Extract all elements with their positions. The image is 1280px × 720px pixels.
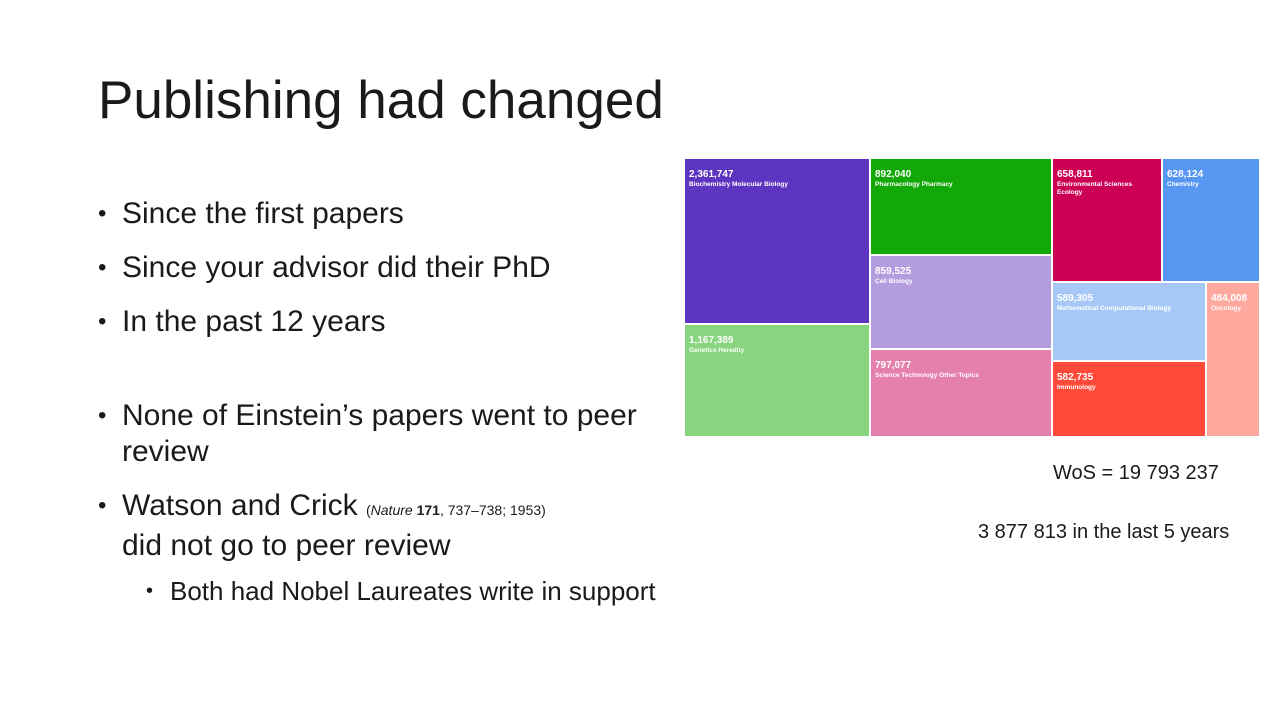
- cell-value: 582,735: [1057, 372, 1094, 383]
- cell-label: Pharmacology Pharmacy: [875, 181, 953, 188]
- treemap-cell-cell-biology: 859,525 Cell Biology: [870, 255, 1052, 349]
- wos-total: WoS = 19 793 237: [1053, 462, 1219, 484]
- cell-label: Immunology: [1057, 384, 1096, 391]
- bullet-advisor: Since your advisor did their PhD: [98, 250, 658, 286]
- bullet-first-papers: Since the first papers: [98, 196, 658, 232]
- treemap-chart: 2,361,747 Biochemistry Molecular Biology…: [684, 158, 1260, 437]
- citation-volume: 171: [416, 502, 440, 518]
- treemap-cell-biochemistry: 2,361,747 Biochemistry Molecular Biology: [684, 158, 870, 324]
- cell-value: 628,124: [1167, 169, 1204, 180]
- treemap-cell-immunology: 582,735 Immunology: [1052, 361, 1206, 437]
- treemap-cell-oncology: 484,008 Oncology: [1206, 282, 1260, 437]
- treemap-cell-genetics: 1,167,389 Genetics Heredity: [684, 324, 870, 437]
- cell-value: 1,167,389: [689, 335, 734, 346]
- cell-value: 484,008: [1211, 293, 1248, 304]
- cell-label: Cell Biology: [875, 278, 913, 285]
- cell-value: 2,361,747: [689, 169, 734, 180]
- watson-tail: did not go to peer review: [122, 529, 451, 562]
- citation: (Nature 171, 737–738; 1953): [365, 502, 546, 518]
- cell-label: Mathematical Computational Biology: [1057, 305, 1172, 312]
- treemap-cell-pharmacology: 892,040 Pharmacology Pharmacy: [870, 158, 1052, 255]
- cell-label: Environmental Sciences Ecology: [1057, 181, 1133, 196]
- treemap-cell-environmental: 658,811 Environmental Sciences Ecology: [1052, 158, 1162, 282]
- cell-label: Oncology: [1211, 305, 1241, 312]
- bullet-watson-crick: Watson and Crick (Nature 171, 737–738; 1…: [98, 488, 658, 564]
- bullet-list: Since the first papers Since your adviso…: [98, 196, 658, 608]
- cell-value: 589,305: [1057, 293, 1094, 304]
- cell-value: 859,525: [875, 266, 912, 277]
- cell-label: Science Technology Other Topics: [875, 372, 979, 379]
- watson-lead: Watson and Crick: [122, 489, 358, 522]
- treemap-cell-mathematical: 589,305 Mathematical Computational Biolo…: [1052, 282, 1206, 361]
- last-five-years: 3 877 813 in the last 5 years: [978, 521, 1230, 543]
- treemap-cell-chemistry: 628,124 Chemistry: [1162, 158, 1260, 282]
- cell-label: Chemistry: [1167, 181, 1199, 188]
- slide-title: Publishing had changed: [98, 71, 664, 130]
- bullet-past-years: In the past 12 years: [98, 304, 658, 340]
- cell-value: 658,811: [1057, 169, 1093, 180]
- bullet-einstein: None of Einstein’s papers went to peer r…: [98, 398, 658, 470]
- treemap-cell-science-technology: 797,077 Science Technology Other Topics: [870, 349, 1052, 437]
- citation-journal: Nature: [370, 502, 413, 518]
- cell-label: Genetics Heredity: [689, 347, 745, 354]
- cell-value: 892,040: [875, 169, 912, 180]
- cell-label: Biochemistry Molecular Biology: [689, 181, 788, 188]
- sub-bullet-nobel: Both had Nobel Laureates write in suppor…: [98, 574, 658, 608]
- cell-value: 797,077: [875, 360, 912, 371]
